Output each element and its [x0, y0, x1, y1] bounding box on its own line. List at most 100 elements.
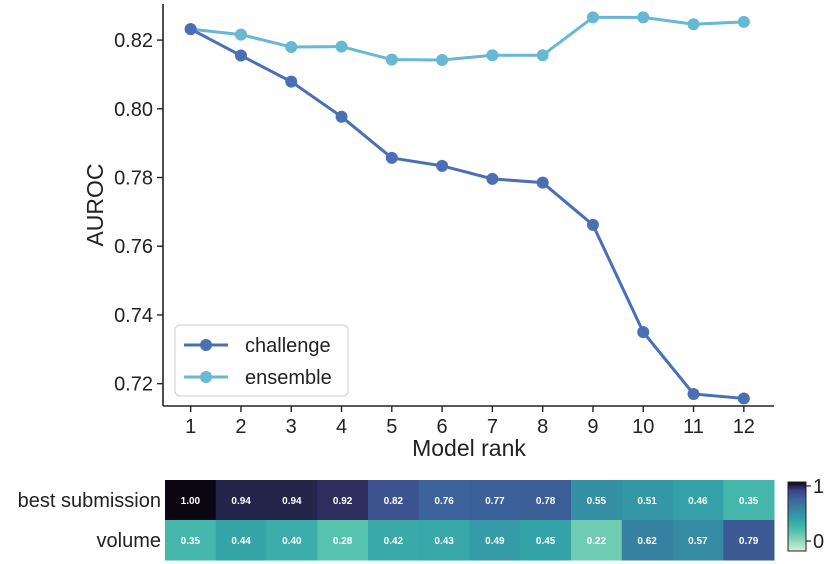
- heatmap-cell: [418, 480, 470, 521]
- heatmap-cell: [723, 480, 775, 521]
- heatmap-cell: [368, 480, 420, 521]
- series-layer: [184, 11, 750, 405]
- data-point-challenge: [436, 159, 449, 172]
- heatmap-cell: [165, 520, 217, 561]
- heatmap-cell-label: 0.79: [739, 536, 759, 547]
- heatmap-cell: [723, 520, 775, 561]
- heatmap-cell-label: 0.35: [739, 496, 759, 507]
- x-tick-label: 2: [235, 416, 246, 438]
- heatmap-cell-label: 0.46: [688, 496, 708, 507]
- heatmap-cell-label: 0.92: [333, 496, 353, 507]
- data-point-challenge: [335, 110, 348, 123]
- x-tick-label: 10: [632, 416, 654, 438]
- heatmap-cell: [672, 520, 724, 561]
- data-point-ensemble: [637, 11, 650, 24]
- heatmap-cell: [621, 480, 673, 521]
- x-tick-label: 1: [185, 416, 196, 438]
- heatmap-cell: [368, 520, 420, 561]
- heatmap-cell: [317, 480, 369, 521]
- heatmap-cell-label: 0.51: [637, 496, 657, 507]
- colorbar-tick-label: 1: [813, 476, 824, 498]
- data-point-challenge: [285, 75, 298, 88]
- data-point-challenge: [184, 23, 197, 36]
- heatmap-row-label: best submission: [18, 490, 161, 512]
- data-point-ensemble: [285, 40, 298, 53]
- heatmap-cell-label: 0.82: [384, 496, 404, 507]
- heatmap-cell: [418, 520, 470, 561]
- data-point-challenge: [486, 172, 499, 185]
- legend-marker: [200, 339, 212, 351]
- data-point-challenge: [234, 49, 247, 62]
- heatmap-cell-label: 0.44: [231, 536, 251, 547]
- heatmap-cell-label: 1.00: [181, 496, 201, 507]
- colorbar-tick-label: 0: [813, 531, 824, 553]
- heatmap-cell-label: 0.43: [434, 536, 454, 547]
- heatmap-cell-label: 0.62: [637, 536, 657, 547]
- x-tick-label: 6: [437, 416, 448, 438]
- heatmap-cell: [469, 480, 521, 521]
- x-tick-label: 4: [336, 416, 347, 438]
- y-tick-label: 0.72: [114, 374, 153, 396]
- heatmap-cell: [520, 480, 572, 521]
- heatmap-cell: [571, 520, 623, 561]
- heatmap-cell: [621, 520, 673, 561]
- colorbar: 01: [787, 476, 824, 553]
- y-axis-ticks: 0.72 0.74 0.76 0.78 0.80 0.82: [114, 30, 163, 396]
- heatmap: 1.00 0.94 0.94 0.92 0.82 0.76 0.77 0.78 0.55 0.51…: [18, 480, 775, 561]
- x-axis-ticks: 1 2 3 4 5 6 7 8 9 10 11 12: [185, 406, 755, 438]
- heatmap-cell-label: 0.55: [587, 496, 607, 507]
- y-tick-label: 0.76: [114, 236, 153, 258]
- x-tick-label: 3: [286, 416, 297, 438]
- heatmap-cell-label: 0.94: [231, 496, 251, 507]
- colorbar-gradient: [787, 481, 807, 552]
- y-axis-title: AUROC: [82, 163, 108, 246]
- y-tick-label: 0.78: [114, 168, 153, 190]
- heatmap-cell-label: 0.78: [536, 496, 556, 507]
- heatmap-cell-label: 0.77: [485, 496, 505, 507]
- heatmap-cell: [215, 520, 267, 561]
- x-axis-title: Model rank: [412, 435, 526, 461]
- heatmap-cell: [469, 520, 521, 561]
- legend: challenge ensemble: [174, 324, 349, 397]
- y-tick-label: 0.82: [114, 30, 153, 52]
- x-tick-label: 11: [683, 416, 704, 438]
- heatmap-cell: [266, 520, 318, 561]
- y-tick-label: 0.74: [114, 305, 153, 327]
- data-point-ensemble: [737, 15, 750, 28]
- x-tick-label: 8: [537, 416, 548, 438]
- heatmap-cell-label: 0.35: [181, 536, 201, 547]
- heatmap-cell-label: 0.57: [688, 536, 708, 547]
- legend-item-challenge: challenge: [184, 335, 331, 357]
- data-point-challenge: [637, 326, 650, 339]
- heatmap-cell: [672, 480, 724, 521]
- series-line-ensemble: [190, 15, 744, 62]
- data-point-challenge: [385, 151, 398, 164]
- heatmap-cell-label: 0.40: [282, 536, 302, 547]
- heatmap-cell-label: 0.28: [333, 536, 353, 547]
- data-point-ensemble: [436, 54, 449, 67]
- legend-label: challenge: [245, 335, 331, 357]
- legend-label: ensemble: [245, 367, 332, 389]
- data-point-ensemble: [234, 28, 247, 41]
- x-tick-label: 5: [386, 416, 397, 438]
- heatmap-cell: [215, 480, 267, 521]
- heatmap-cell: [317, 520, 369, 561]
- heatmap-cell: [165, 480, 217, 521]
- heatmap-cell-label: 0.22: [587, 536, 607, 547]
- legend-item-ensemble: ensemble: [184, 367, 332, 389]
- data-point-ensemble: [335, 40, 348, 53]
- heatmap-cell-label: 0.42: [384, 536, 404, 547]
- heatmap-cell-label: 0.76: [434, 496, 454, 507]
- series-ensemble: [184, 11, 750, 67]
- heatmap-cell: [266, 480, 318, 521]
- series-line-challenge: [189, 27, 744, 400]
- heatmap-cell-label: 0.94: [282, 496, 302, 507]
- heatmap-cell: [571, 480, 623, 521]
- data-point-challenge: [687, 387, 700, 400]
- heatmap-cell: [520, 520, 572, 561]
- x-tick-label: 9: [587, 416, 598, 438]
- data-point-challenge: [586, 218, 599, 231]
- legend-marker: [200, 371, 212, 383]
- heatmap-cell-label: 0.49: [485, 536, 505, 547]
